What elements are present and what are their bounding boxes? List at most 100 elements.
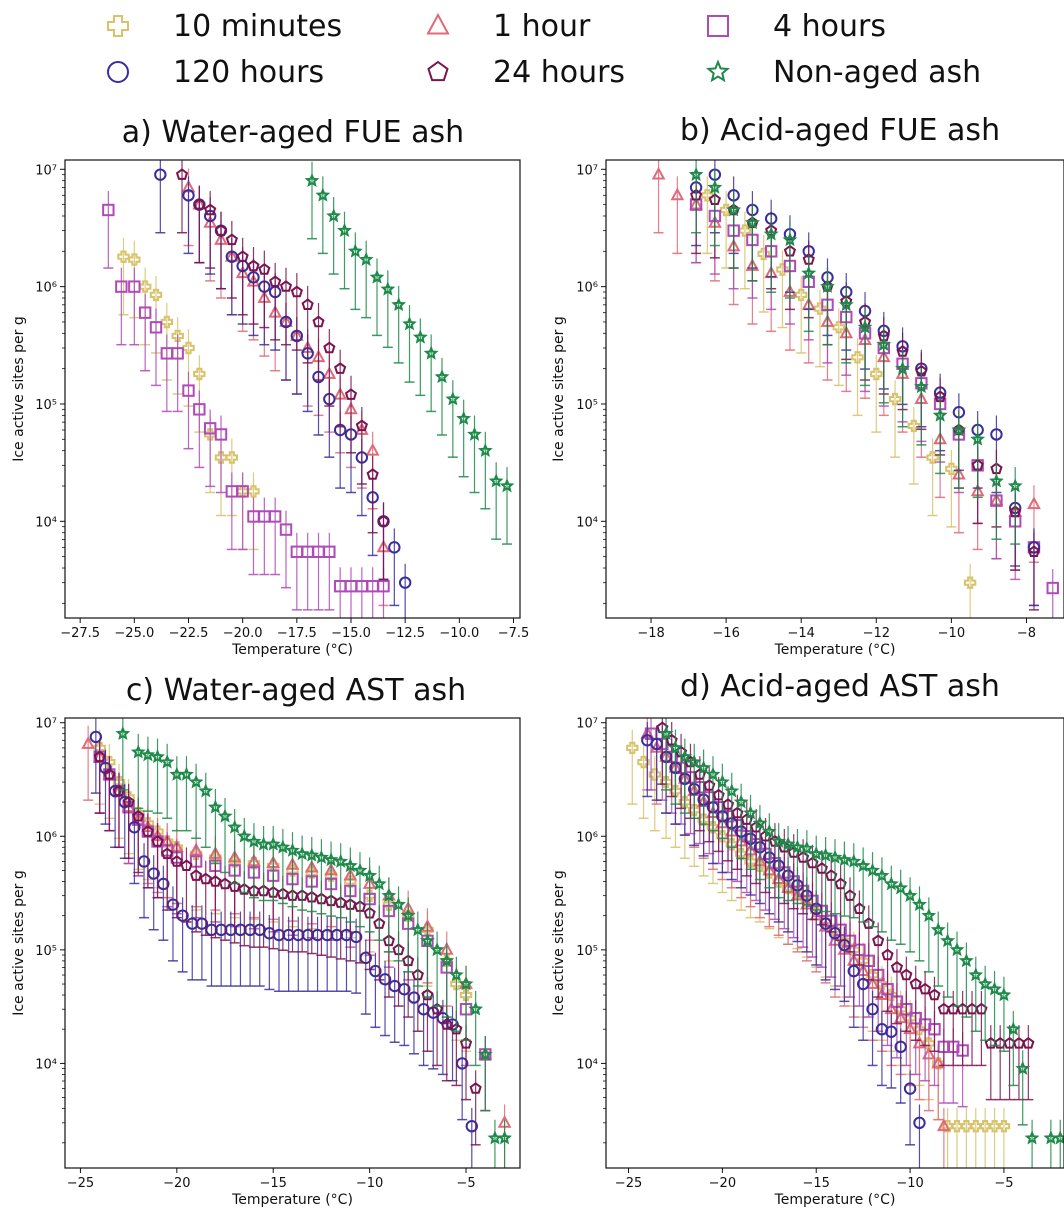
data-point [894,1040,907,1054]
data-point [265,836,281,851]
data-point [477,442,493,458]
data-point [865,976,880,989]
data-point [1015,1060,1031,1075]
data-point [448,967,464,982]
data-point [865,862,880,877]
data-point [214,451,228,464]
data-point [930,921,946,937]
x-tick-label: −25 [615,1176,642,1191]
data-point [228,880,241,892]
data-point [912,896,927,912]
data-point [890,960,904,973]
x-tick-label: −5 [456,1176,475,1191]
data-point [326,208,342,223]
data-point [659,775,673,789]
x-tick-label: −25.0 [114,626,154,641]
data-point [872,934,885,947]
data-point [182,189,195,202]
data-point [990,428,1003,441]
x-axis-label: Temperature (°C) [231,1192,353,1208]
data-point [772,875,785,888]
y-tick-label: 10⁶ [35,830,57,845]
data-point [763,226,779,241]
x-tick-label: −22.5 [169,626,209,641]
data-point [969,1120,982,1133]
data-point [355,419,368,432]
data-point [913,378,929,394]
data-point [358,251,374,266]
data-point [913,1116,926,1130]
x-axis-label: Temperature (°C) [774,1192,896,1208]
data-point [988,1120,1001,1133]
data-point [154,168,167,181]
data-point [140,747,156,762]
data-point [459,1036,473,1049]
data-point [170,855,183,867]
y-axis-label: Ice active sites per g [551,316,567,462]
data-point [951,422,967,437]
data-point [851,351,864,364]
legend-marker-10-minutes [107,15,129,37]
panel-a-water-aged-fue: a) Water-aged FUE ash −27.5 −25.0 −22.5 −20.… [11,115,529,658]
data-point [688,803,701,817]
data-point [950,1120,964,1133]
series-120-hours [89,718,479,1168]
data-point [919,982,932,995]
data-point [960,1120,973,1133]
x-tick-label: −8 [1017,626,1036,641]
legend-label: Non-aged ash [773,55,981,90]
x-tick-label: −16 [712,626,739,641]
data-point [366,468,379,480]
data-point [1052,1130,1064,1145]
plot-frame [64,717,521,1169]
y-tick-label: 10⁶ [576,281,598,296]
data-point [315,187,331,202]
y-axis-label: Ice active sites per g [11,316,27,462]
data-point [626,741,639,755]
series-24-hours [93,738,482,1146]
series-non-aged-ash [115,718,512,1168]
data-point [423,345,439,360]
data-point [199,872,212,885]
chart-title: c) Water-aged AST ash [126,673,466,708]
data-point [870,367,883,381]
data-point [936,1118,951,1132]
data-point [314,849,329,864]
data-point [716,830,729,843]
data-point [458,976,474,991]
data-point [421,988,434,1001]
data-point [893,880,909,895]
data-point [903,1082,917,1095]
data-point [714,774,730,789]
data-point [801,265,817,280]
data-point [1027,545,1041,557]
data-point [820,278,835,293]
x-tick-label: −14 [787,626,814,641]
data-point [236,250,249,262]
data-point [932,407,948,422]
y-tick-label: 10⁵ [576,398,598,413]
data-point [188,774,204,789]
y-tick-label: 10⁶ [576,830,598,845]
data-point [707,179,723,194]
data-point [225,451,238,464]
data-point [337,222,352,238]
data-point [304,847,320,862]
plot-area [81,718,512,1168]
data-point [903,1021,917,1035]
legend-label: 10 minutes [173,9,342,44]
data-point [342,857,358,873]
data-point [93,750,106,763]
data-point [218,877,232,890]
data-point [439,953,455,968]
data-point [160,315,173,329]
x-tick-label: −15 [260,1176,287,1191]
data-point [808,846,824,861]
data-point [467,426,482,441]
data-point [670,187,685,201]
data-point [450,1022,463,1035]
legend-item-24-hours: 24 hours [427,55,625,90]
data-point [238,883,251,895]
data-point [743,805,758,820]
data-point [412,329,428,344]
